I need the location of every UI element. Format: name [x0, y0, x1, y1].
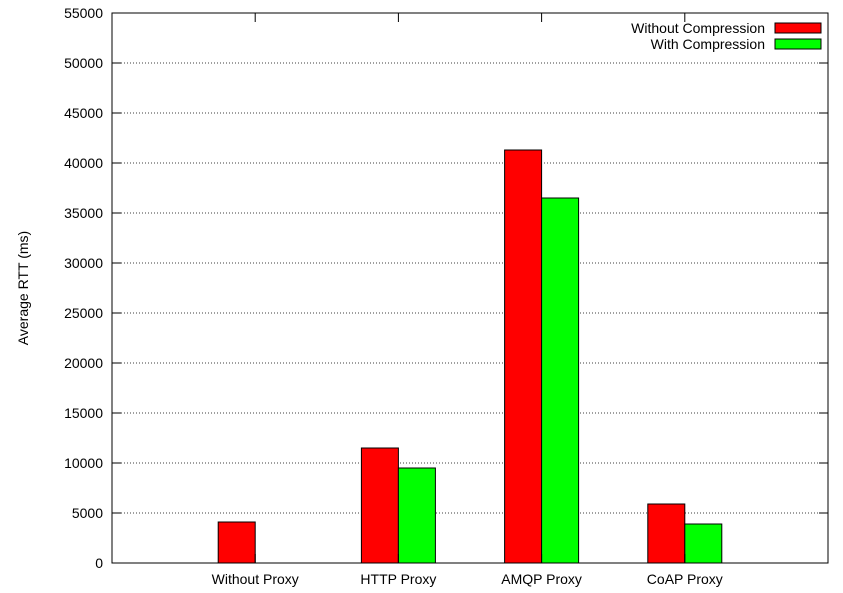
y-axis-label: Average RTT (ms)	[15, 231, 31, 345]
bar-without-compression-coap-proxy	[647, 503, 686, 564]
bar-with-compression-coap-proxy	[684, 523, 723, 564]
legend-label: Without Compression	[631, 20, 765, 36]
y-tick-label: 35000	[64, 205, 103, 221]
y-tick-label: 50000	[64, 55, 103, 71]
y-tick-label: 5000	[72, 505, 103, 521]
plot-frame	[111, 12, 829, 564]
bar-without-compression-http-proxy	[360, 447, 399, 564]
y-tick-label: 40000	[64, 155, 103, 171]
bar-without-compression-without-proxy	[217, 521, 256, 564]
bar-with-compression-http-proxy	[397, 467, 436, 564]
bar-without-compression-amqp-proxy	[504, 149, 543, 564]
axes	[111, 12, 829, 564]
gridlines	[112, 62, 828, 514]
bar-with-compression-amqp-proxy	[541, 197, 580, 564]
y-tick-label: 25000	[64, 305, 103, 321]
x-axis-ticks: Without Proxy HTTP Proxy AMQP Proxy CoAP Pr…	[212, 13, 723, 587]
y-tick-label: 10000	[64, 455, 103, 471]
y-axis-ticks: 0 5000 10000 15000 20000 25000 30000 35000 40000…	[64, 5, 828, 571]
y-tick-label: 0	[95, 555, 103, 571]
legend-label: With Compression	[651, 36, 765, 52]
legend-swatch	[774, 22, 822, 34]
x-tick-label: Without Proxy	[212, 571, 299, 587]
legend-swatch	[774, 38, 822, 50]
y-tick-label: 30000	[64, 255, 103, 271]
y-tick-label: 45000	[64, 105, 103, 121]
y-tick-label: 15000	[64, 405, 103, 421]
x-tick-label: CoAP Proxy	[647, 571, 723, 587]
y-tick-label: 55000	[64, 5, 103, 21]
y-tick-label: 20000	[64, 355, 103, 371]
bars	[217, 149, 723, 564]
x-tick-label: HTTP Proxy	[360, 571, 436, 587]
x-tick-label: AMQP Proxy	[501, 571, 582, 587]
